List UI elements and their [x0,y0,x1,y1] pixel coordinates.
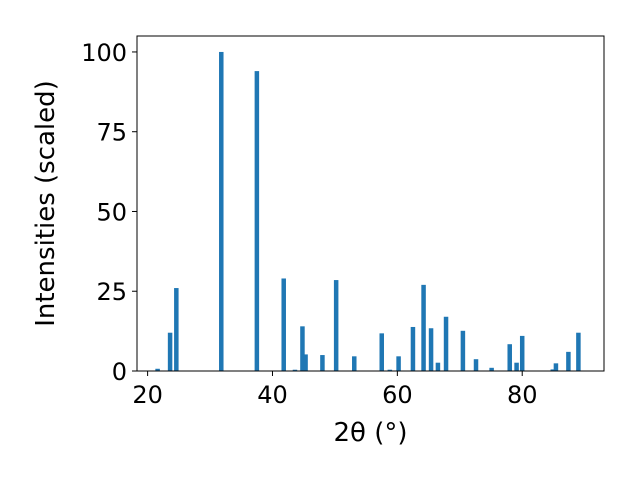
y-tick-label: 50 [96,198,127,226]
bar [155,368,160,371]
bar [303,354,308,371]
bar [174,288,179,371]
x-ticks: 20 40 60 80 [132,371,537,409]
y-tick-label: 100 [81,39,127,67]
y-ticks: 0 25 50 75 100 [81,39,137,386]
bar [443,316,449,371]
bar [379,333,384,371]
bar [550,369,556,371]
bar [254,71,260,371]
y-tick-label: 0 [112,358,127,386]
bar [352,356,357,371]
bar [410,326,416,371]
y-axis-label: Intensities (scaled) [31,80,61,327]
bar [167,332,173,371]
y-tick-label: 75 [96,119,127,147]
x-tick-label: 20 [132,381,163,409]
bar [281,278,286,371]
bar [519,335,525,371]
bar [460,330,466,371]
bar [553,363,559,371]
x-tick-label: 40 [257,381,288,409]
bar [473,359,479,371]
bar [333,280,339,371]
bar [421,284,426,371]
bar [387,369,393,371]
bars-group [155,51,581,371]
x-axis-label: 2θ (°) [333,418,407,448]
bar [300,326,305,371]
bar [566,351,571,371]
bar [435,362,441,371]
y-tick-label: 25 [96,278,127,306]
plot-frame [136,35,605,372]
bar [320,355,325,371]
bar [219,51,224,371]
bar [489,367,494,371]
bar [576,332,581,371]
bar [514,362,519,371]
x-tick-label: 60 [382,381,413,409]
bar [507,344,512,371]
bar [428,328,434,371]
bar [292,369,298,371]
x-tick-label: 80 [507,381,538,409]
bar [396,356,401,371]
